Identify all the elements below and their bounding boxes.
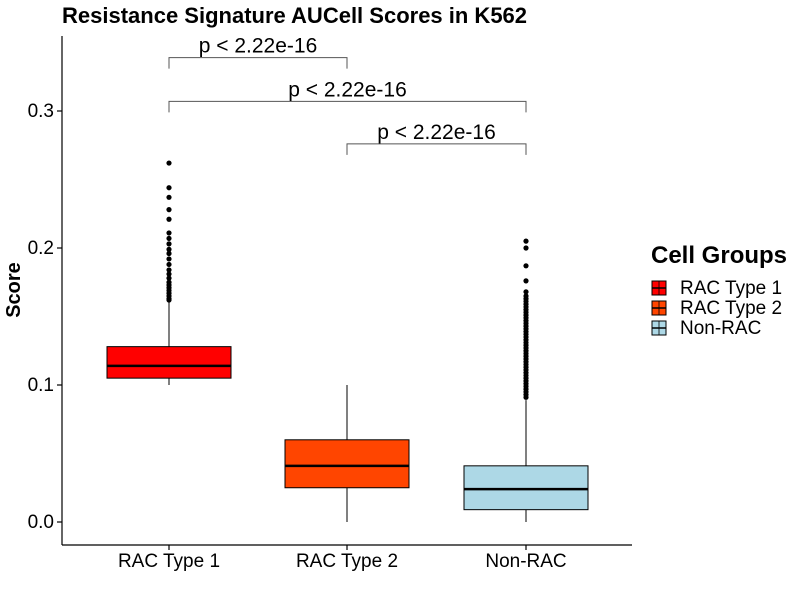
outlier-point (523, 278, 529, 284)
outlier-point (523, 289, 529, 295)
x-tick-label: Non-RAC (485, 551, 566, 572)
outlier-point (166, 194, 172, 200)
outlier-point (166, 230, 172, 236)
outlier-point (523, 245, 529, 251)
outlier-point (166, 279, 172, 285)
bracket-line (168, 100, 527, 113)
box-group (463, 238, 589, 522)
bracket-line (346, 143, 527, 155)
comparison-bracket: p < 2.22e-16 (346, 121, 527, 155)
outlier-point (166, 185, 172, 191)
legend-title: Cell Groups (651, 242, 787, 269)
comparison-bracket: p < 2.22e-16 (168, 78, 527, 113)
legend-label: RAC Type 1 (680, 278, 782, 299)
y-axis-label: Score (3, 262, 25, 318)
outlier-point (166, 267, 172, 273)
box-iqr (463, 465, 589, 511)
y-tick-label: 0.3 (28, 101, 54, 122)
bracket-line (168, 57, 348, 69)
p-value-label: p < 2.22e-16 (288, 78, 407, 101)
outlier-point (166, 216, 172, 222)
legend-item: RAC Type 2 (651, 298, 782, 319)
p-value-label: p < 2.22e-16 (199, 35, 318, 58)
outlier-point (166, 160, 172, 166)
plot-area: 0.0 0.1 0.2 0.3 RAC Type 1 RAC Type 2 Non-RAC p… (28, 35, 632, 572)
legend-item: Non-RAC (651, 318, 761, 339)
legend-label: Non-RAC (680, 318, 761, 339)
outlier-point (523, 293, 529, 299)
y-tick-label: 0.2 (28, 238, 54, 259)
outlier-point (523, 238, 529, 244)
x-tick-label: RAC Type 1 (118, 551, 220, 572)
y-tick-label: 0.1 (28, 375, 54, 396)
p-value-label: p < 2.22e-16 (377, 121, 496, 144)
box-group (106, 160, 232, 385)
outlier-point (166, 207, 172, 213)
x-tick-label: RAC Type 2 (296, 551, 398, 572)
chart-title: Resistance Signature AUCell Scores in K5… (62, 3, 527, 28)
outlier-point (166, 246, 172, 252)
box-iqr (284, 439, 410, 489)
outlier-point (166, 271, 172, 277)
comparison-bracket: p < 2.22e-16 (168, 35, 348, 69)
outlier-point (166, 235, 172, 242)
outlier-point (166, 275, 172, 281)
legend-label: RAC Type 2 (680, 298, 782, 319)
legend-item: RAC Type 1 (651, 278, 782, 299)
outlier-point (523, 263, 529, 269)
outlier-point (166, 250, 172, 257)
outlier-point (166, 256, 172, 262)
box-group (284, 385, 410, 522)
outlier-point (166, 261, 172, 268)
outlier-point (166, 241, 172, 247)
y-tick-label: 0.0 (28, 512, 54, 533)
box-iqr (106, 346, 232, 379)
